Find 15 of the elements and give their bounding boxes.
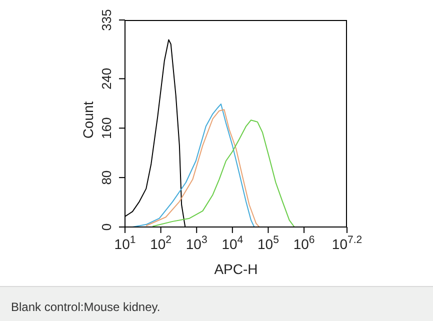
x-tick-label: 10$^{4}$ [222, 234, 244, 252]
x-tick-label: 10$^{3}$ [186, 234, 208, 252]
x-tick-label: 10$^{5}$ [258, 234, 280, 252]
text: Blank control:Mouse kidney. [11, 300, 160, 314]
y-axis-title: Count [80, 101, 96, 139]
x-axis-title: APC-H [214, 261, 258, 277]
y-tick-label: 335 [99, 9, 114, 31]
y-tick-label: 0 [99, 223, 114, 231]
y-tick-label: 240 [99, 68, 114, 90]
y-tick-label: 160 [99, 117, 114, 139]
x-tick-label: 10$^{6}$ [293, 234, 315, 252]
x-tick-label: 10$^{2}$ [150, 234, 172, 252]
y-tick-label: 80 [99, 170, 114, 185]
x-tick-label: 10$^{7.2}$ [332, 234, 362, 252]
x-tick-label: 10$^{1}$ [114, 234, 136, 252]
